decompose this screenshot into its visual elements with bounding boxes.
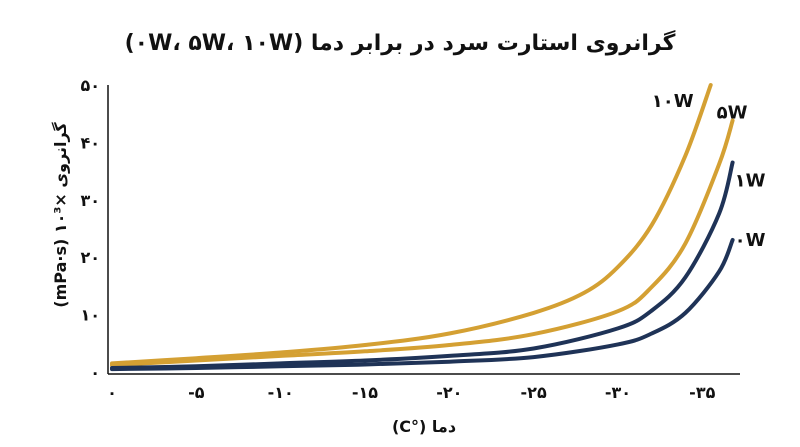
series-line: [110, 83, 713, 366]
x-tick-label: -۵: [188, 383, 205, 402]
series-line: [110, 118, 735, 368]
y-tick-label: ۲۰: [80, 248, 100, 267]
x-tick-label: -۲۰: [436, 383, 462, 402]
series-label: ۵W: [717, 103, 748, 124]
chart-title: گرانروی استارت سرد در برابر دما (۰W، ۵W،…: [125, 29, 676, 56]
series-label: ۱W: [735, 170, 766, 191]
x-axis-label: دما (°C): [392, 417, 456, 436]
x-tick-label: -۱۵: [352, 383, 378, 402]
series-labels: ۱۰W ۵W ۱W ۰W: [652, 91, 766, 251]
y-tick-label: ۴۰: [80, 133, 100, 152]
y-tick-labels: ۰ ۱۰ ۲۰ ۳۰ ۴۰ ۵۰: [80, 76, 100, 382]
y-tick-label: ۳۰: [80, 191, 100, 210]
y-axis-label: گرانروی ×۱۰³ (mPa·s): [51, 122, 70, 308]
series-line: [110, 160, 735, 370]
series-label: ۰W: [735, 230, 766, 251]
x-tick-labels: ۰ -۵ -۱۰ -۱۵ -۲۰ -۲۵ -۳۰ -۳۵: [107, 383, 715, 402]
x-tick-label: -۳۵: [689, 383, 715, 402]
x-tick-label: -۱۰: [268, 383, 294, 402]
y-tick-label: ۵۰: [80, 76, 100, 95]
axes: [107, 85, 740, 375]
x-tick-label: -۳۰: [605, 383, 631, 402]
series-lines: [110, 83, 735, 372]
x-tick-label: -۲۵: [521, 383, 547, 402]
y-tick-label: ۰: [90, 363, 100, 382]
series-label: ۱۰W: [652, 91, 694, 112]
series-line: [110, 238, 735, 372]
x-tick-label: ۰: [107, 383, 117, 402]
y-tick-label: ۱۰: [80, 306, 100, 325]
